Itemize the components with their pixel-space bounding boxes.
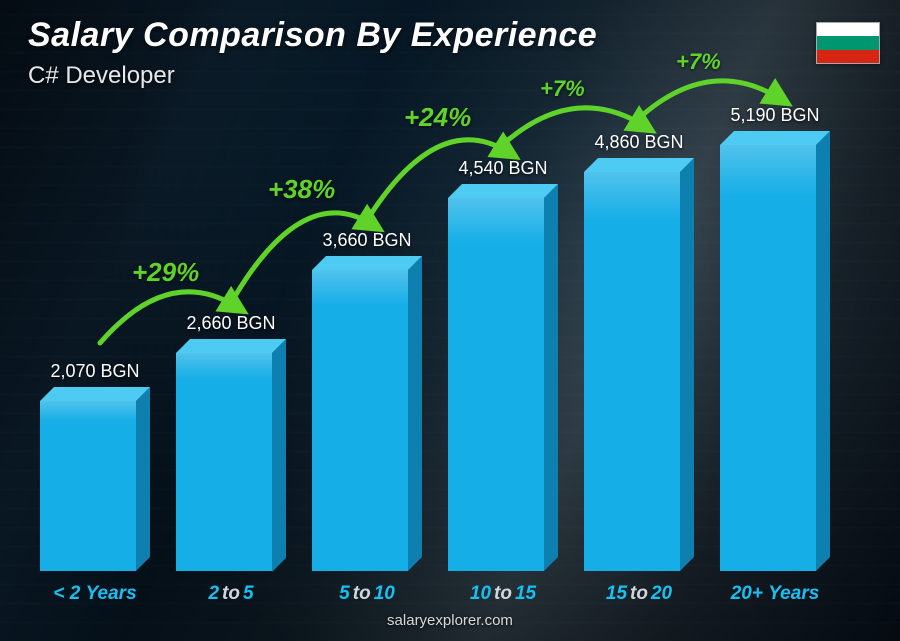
category-label-4: 15to20 [569, 583, 709, 605]
category-label-3: 10to15 [433, 583, 573, 605]
flag-stripe-1 [817, 23, 879, 36]
category-label-0: < 2 Years [25, 583, 165, 605]
growth-arrow-5 [40, 111, 860, 571]
stage: Salary Comparison By Experience C# Devel… [0, 0, 900, 641]
category-label-2: 5to10 [297, 583, 437, 605]
category-label-5: 20+ Years [705, 583, 845, 605]
flag-bulgaria [816, 22, 880, 64]
category-label-1: 2to5 [161, 583, 301, 605]
page-subtitle: C# Developer [28, 62, 175, 90]
pct-label-5: +7% [676, 49, 721, 75]
pct-label-4: +7% [540, 76, 585, 102]
flag-stripe-3 [817, 50, 879, 63]
footer-credit: salaryexplorer.com [0, 612, 900, 629]
page-title: Salary Comparison By Experience [28, 16, 597, 55]
salary-bar-chart: 2,070 BGN< 2 Years2,660 BGN2to53,660 BGN… [40, 111, 860, 571]
flag-stripe-2 [817, 36, 879, 49]
